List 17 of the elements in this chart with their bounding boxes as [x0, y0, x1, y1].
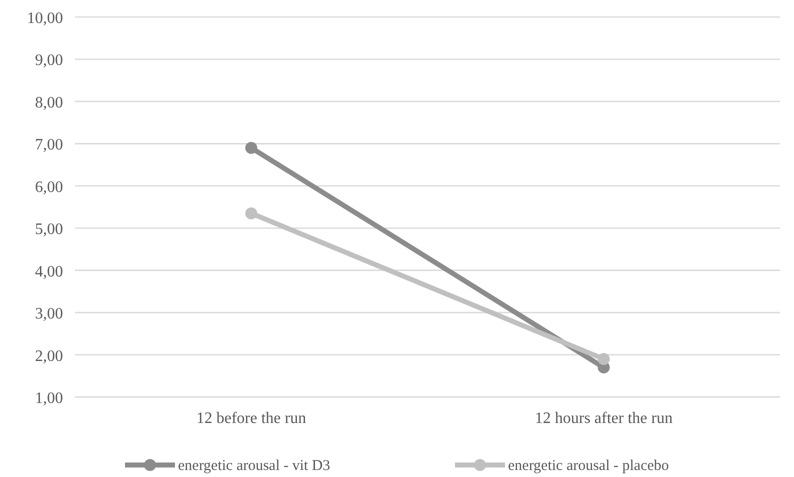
point [245, 207, 258, 220]
x-tick-label: 12 before the run [196, 410, 306, 427]
point [245, 142, 258, 154]
x-tick-label: 12 hours after the run [534, 410, 673, 427]
y-tick-label: 4,00 [35, 263, 63, 280]
y-tick-label: 7,00 [35, 136, 63, 154]
y-tick-label: 1,00 [35, 390, 63, 407]
y-tick-label: 6,00 [35, 178, 63, 196]
point [598, 353, 610, 365]
legend-label: energetic arousal - vit D3 [178, 458, 330, 474]
y-tick-label: 10,00 [27, 10, 63, 27]
y-tick-label: 3,00 [35, 306, 63, 323]
y-tick-label: 5,00 [35, 221, 63, 238]
y-tick-label: 2,00 [35, 348, 63, 365]
y-tick-label: 9,00 [35, 52, 63, 70]
legend-label: energetic arousal - placebo [508, 458, 669, 474]
y-tick-label: 8,00 [35, 94, 63, 112]
